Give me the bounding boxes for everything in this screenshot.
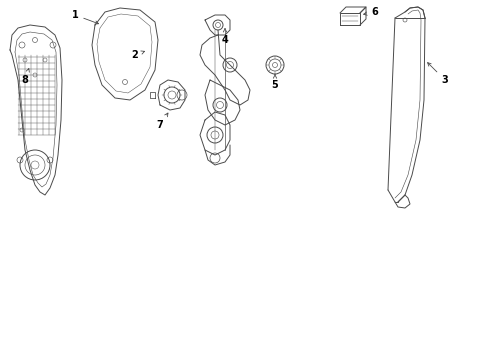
Text: 6: 6 bbox=[364, 7, 378, 17]
Text: 3: 3 bbox=[428, 63, 448, 85]
Text: 1: 1 bbox=[72, 10, 98, 24]
Text: 7: 7 bbox=[157, 113, 168, 130]
Text: 2: 2 bbox=[132, 50, 145, 60]
Text: 8: 8 bbox=[22, 68, 29, 85]
Text: 4: 4 bbox=[221, 29, 228, 45]
Text: 5: 5 bbox=[271, 75, 278, 90]
